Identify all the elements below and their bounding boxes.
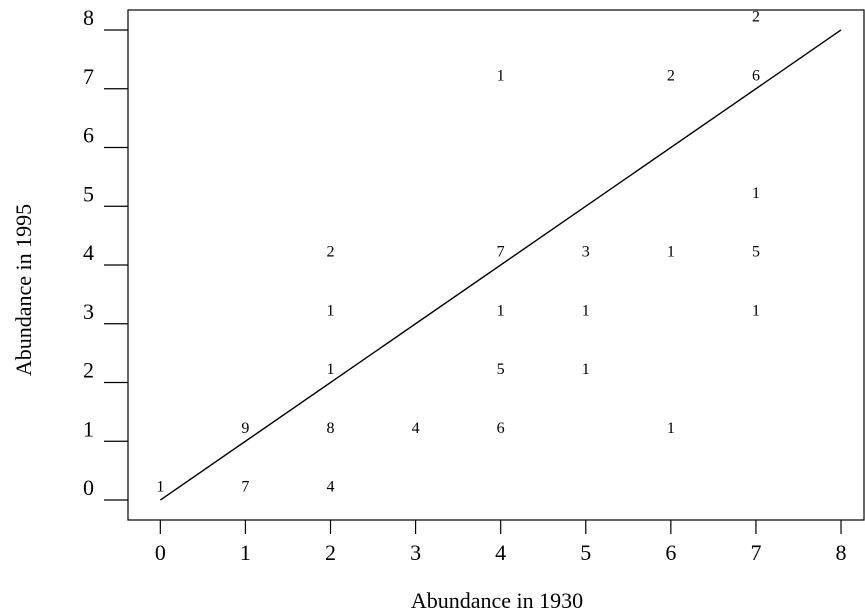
point-count: 4 [412, 420, 420, 437]
reference-line [159, 29, 842, 501]
point-count: 8 [327, 420, 335, 437]
y-tick-label: 2 [83, 358, 94, 383]
point-count: 1 [327, 302, 335, 319]
point-count: 9 [241, 420, 249, 437]
y-tick-label: 5 [83, 181, 94, 206]
x-tick-label: 1 [240, 540, 251, 565]
point-count: 7 [241, 479, 249, 496]
plot-frame [127, 9, 865, 521]
x-axis-title: Abundance in 1930 [411, 588, 583, 613]
x-tick-label: 6 [665, 540, 676, 565]
point-count: 1 [667, 420, 675, 437]
x-tick-label: 4 [495, 540, 506, 565]
y-tick-label: 3 [83, 299, 94, 324]
x-tick-label: 5 [580, 540, 591, 565]
x-tick-label: 3 [410, 540, 421, 565]
y-tick-label: 1 [83, 416, 94, 441]
y-tick-label: 0 [83, 475, 94, 500]
y-tick-label: 6 [83, 123, 94, 148]
y-axis-title: Abundance in 1995 [11, 204, 36, 376]
y-tick-label: 4 [83, 240, 94, 265]
x-tick-label: 7 [750, 540, 761, 565]
point-count: 5 [497, 361, 505, 378]
point-count: 1 [582, 361, 590, 378]
x-tick-label: 0 [155, 540, 166, 565]
y-tick-label: 7 [83, 64, 94, 89]
point-count: 5 [752, 244, 760, 261]
y-tick-label: 8 [83, 5, 94, 30]
point-count: 3 [582, 244, 590, 261]
point-count: 1 [752, 185, 760, 202]
point-count: 1 [667, 244, 675, 261]
point-count: 1 [497, 67, 505, 84]
point-count: 2 [667, 67, 675, 84]
point-count: 7 [497, 244, 505, 261]
point-count: 1 [752, 302, 760, 319]
x-tick-label: 2 [325, 540, 336, 565]
point-count: 6 [497, 420, 505, 437]
point-count: 1 [582, 302, 590, 319]
point-count: 2 [327, 244, 335, 261]
point-count: 1 [497, 302, 505, 319]
point-count: 6 [752, 67, 760, 84]
point-count: 2 [752, 9, 760, 26]
x-tick-label: 8 [836, 540, 847, 565]
point-count: 4 [327, 479, 335, 496]
point-count: 1 [327, 361, 335, 378]
point-count: 1 [156, 479, 164, 496]
